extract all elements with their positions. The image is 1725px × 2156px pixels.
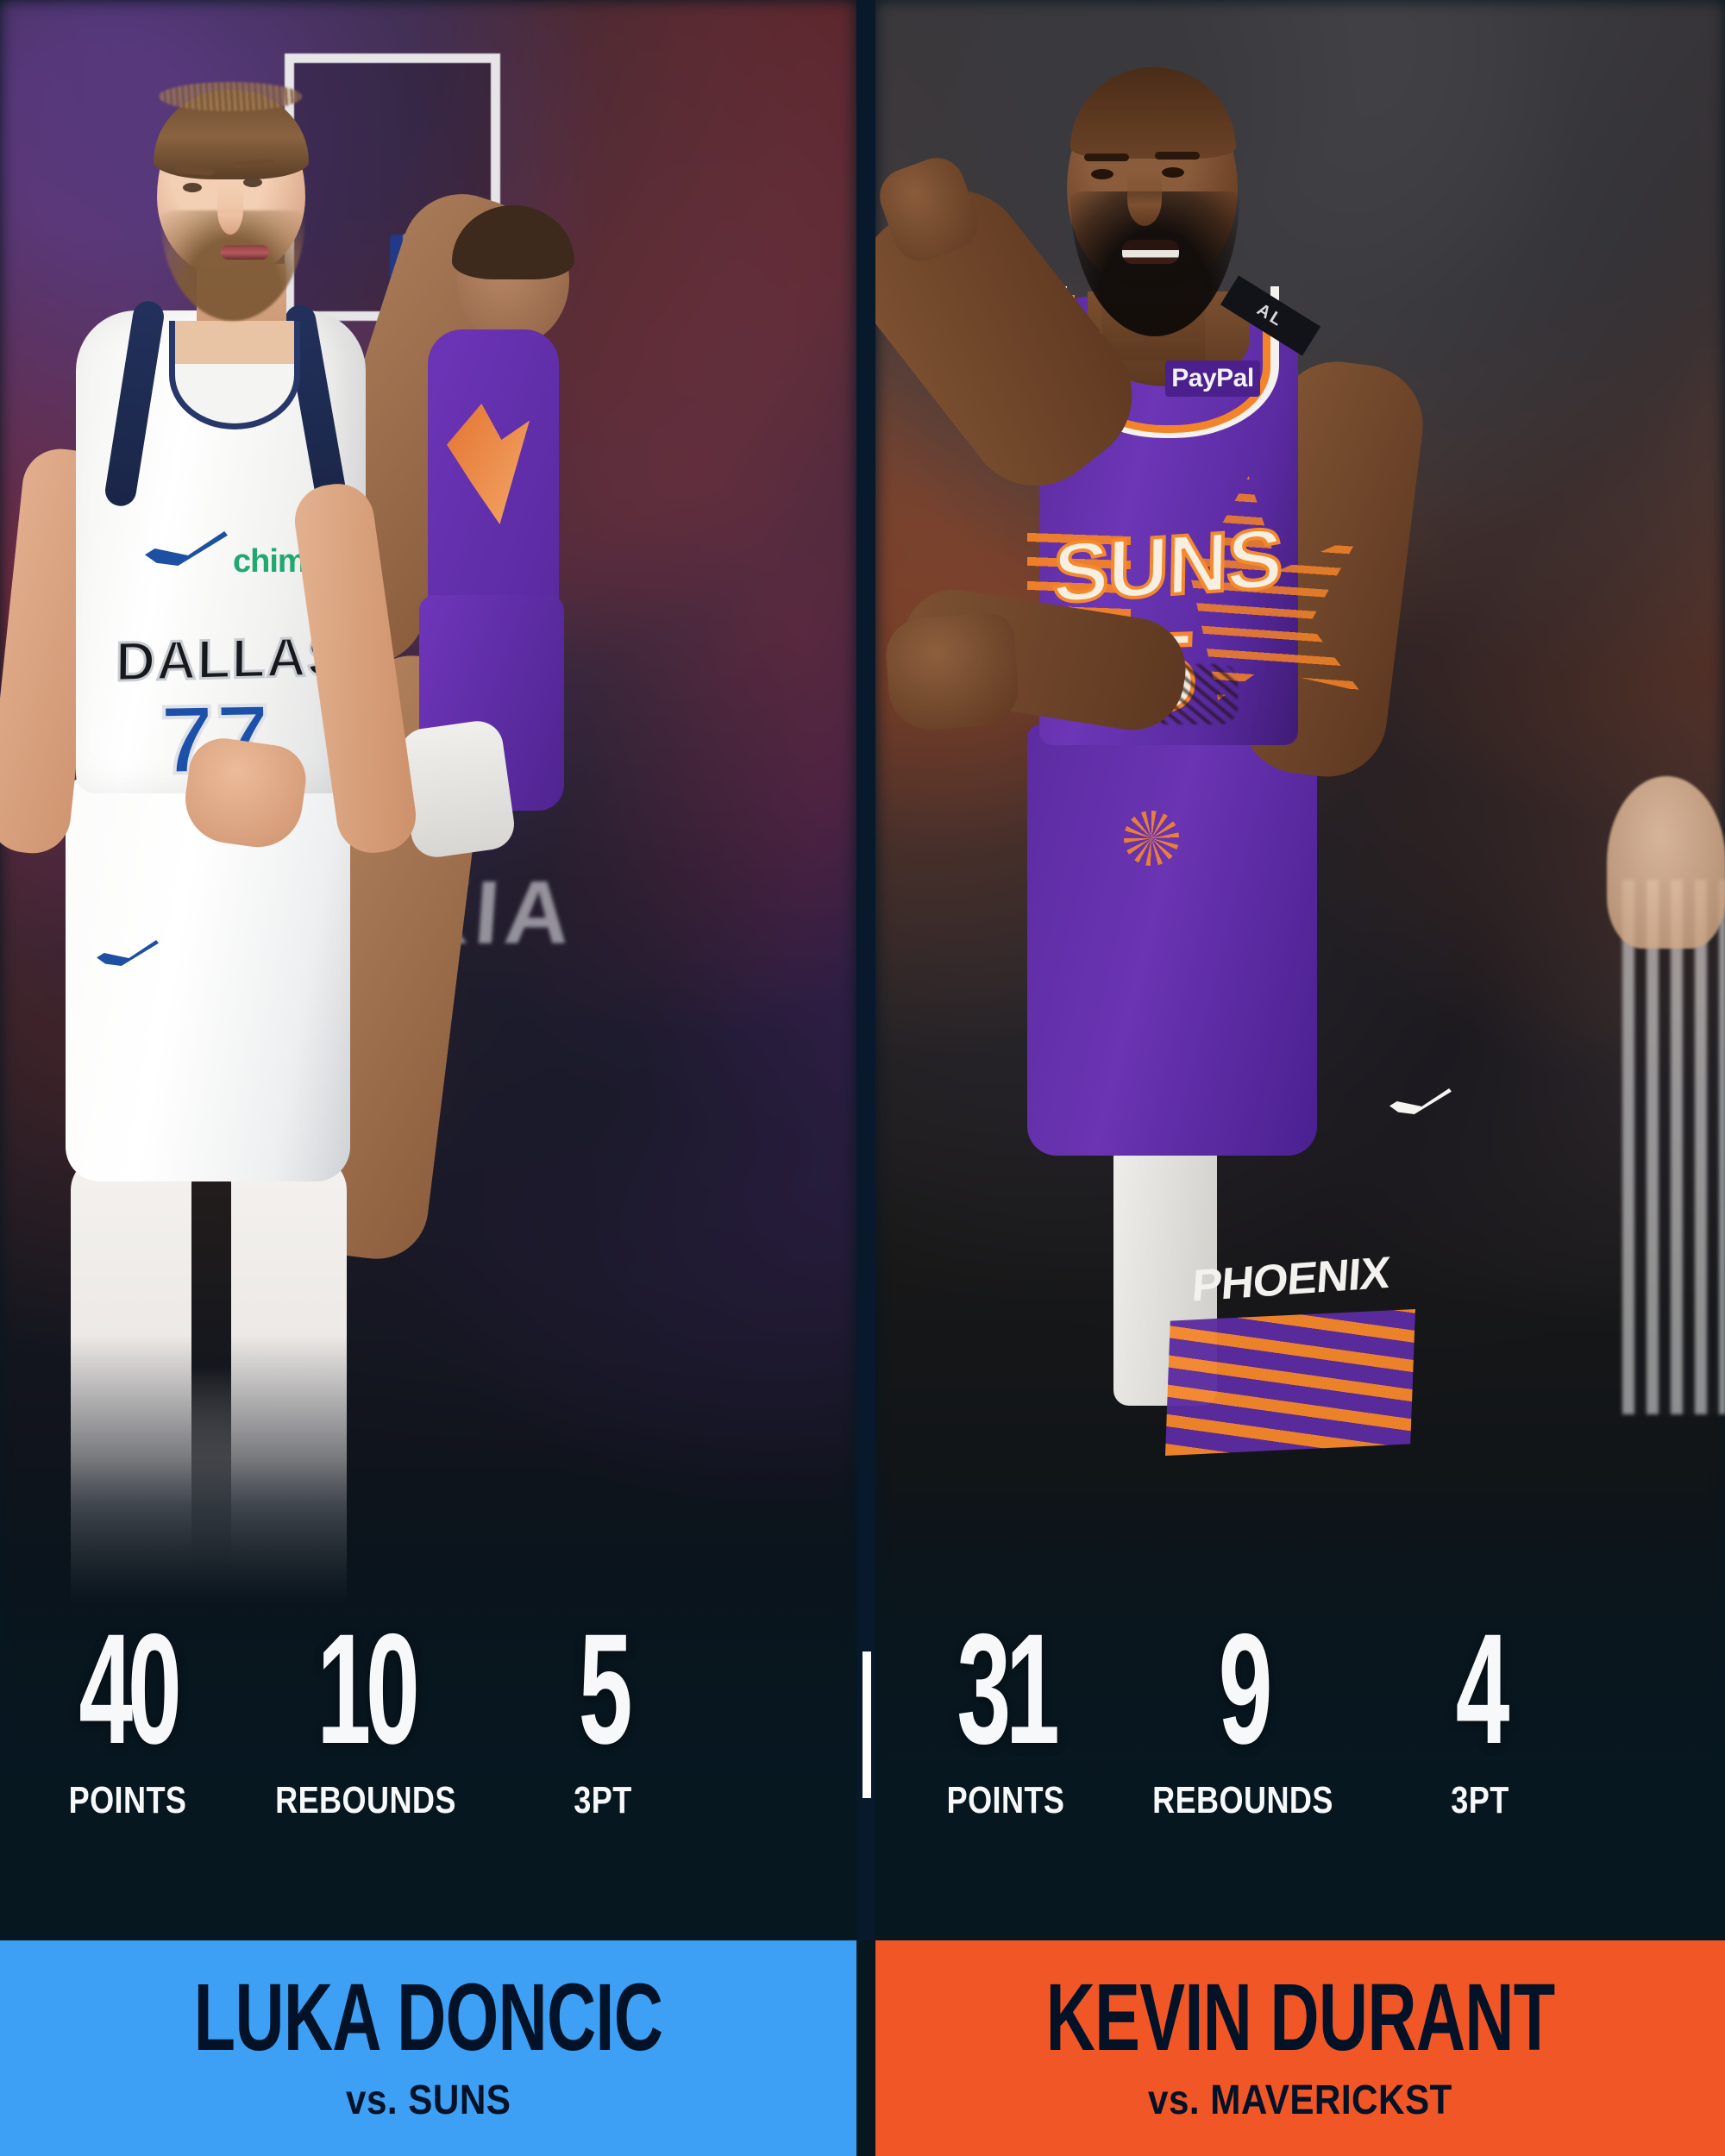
durant-shorts-stripes (1165, 1309, 1415, 1456)
stat-label: 3PT (574, 1779, 632, 1821)
shorts-team-name: PHOENIX (1190, 1247, 1391, 1312)
stat-value: 5 (578, 1601, 633, 1777)
stats-group-left: 40 POINTS 10 REBOUNDS 5 3PT (0, 1601, 856, 1940)
durant-nose (1127, 172, 1162, 226)
stat-label: POINTS (946, 1779, 1065, 1821)
stat-value: 9 (1218, 1601, 1273, 1777)
defender-jersey (428, 329, 559, 614)
banner-gap (856, 1940, 875, 2156)
nike-swoosh-icon (1389, 1088, 1452, 1114)
luka-nose (217, 185, 243, 235)
player-name: KEVIN DURANT (1045, 1965, 1555, 2071)
suns-sunburst-icon (1124, 811, 1179, 866)
name-banner-left: LUKA DONCIC vs. SUNS (0, 1940, 856, 2156)
durant-brow-right (1155, 152, 1200, 160)
name-banner-right: KEVIN DURANT vs. MAVERICKST (875, 1940, 1725, 2156)
stat-label: POINTS (68, 1779, 187, 1821)
jersey-team-name: SUNS (1051, 508, 1284, 622)
stat-value: 40 (78, 1601, 181, 1777)
luka-shorts (66, 776, 350, 1181)
durant-shorts (1027, 724, 1317, 1156)
stat-points-left: 40 POINTS (19, 1601, 236, 1821)
photo-row: KIA (0, 0, 1725, 1940)
luka-mouth (221, 245, 269, 260)
player-name: LUKA DONCIC (193, 1965, 663, 2071)
durant-hand-lower (883, 611, 1021, 733)
stats-group-right: 31 POINTS 9 REBOUNDS 4 3PT (856, 1601, 1725, 1940)
center-divider (856, 0, 875, 1940)
opponent-line: vs. MAVERICKST (1148, 2078, 1452, 2123)
stat-label: 3PT (1451, 1779, 1509, 1821)
stat-value: 31 (957, 1601, 1059, 1777)
luka-eye-right (243, 178, 262, 187)
luka-eye-left (183, 183, 202, 192)
stat-rebounds-right: 9 REBOUNDS (1113, 1601, 1372, 1821)
stat-points-right: 31 POINTS (898, 1601, 1113, 1821)
background-spectator (1607, 776, 1725, 949)
name-banner-row: LUKA DONCIC vs. SUNS KEVIN DURANT vs. MA… (0, 1940, 1725, 2156)
durant-figure: PHOENIX SUNS 35 PayPal AL (875, 0, 1725, 1940)
stat-value: 4 (1455, 1601, 1510, 1777)
jersey-team-name: DALLAS (114, 624, 346, 694)
durant-eye-right (1162, 167, 1184, 178)
luka-jersey-collar (169, 321, 300, 429)
stat-label: REBOUNDS (275, 1779, 456, 1821)
luka-hair (154, 90, 309, 179)
stat-label: REBOUNDS (1152, 1779, 1333, 1821)
referee-figure (1622, 880, 1725, 1414)
durant-brow-left (1084, 154, 1129, 161)
opponent-line: vs. SUNS (345, 2078, 511, 2123)
stats-center-rule (862, 1651, 871, 1798)
durant-scalp (1070, 67, 1236, 159)
stat-value: 10 (317, 1601, 419, 1777)
sponsor-patch-paypal: PayPal (1165, 360, 1260, 397)
stat-3pt-right: 4 3PT (1372, 1601, 1588, 1821)
stat-rebounds-left: 10 REBOUNDS (236, 1601, 495, 1821)
stat-3pt-left: 5 3PT (495, 1601, 711, 1821)
durant-mouth (1122, 240, 1179, 264)
luka-leg-gap (191, 1164, 231, 1570)
durant-eye-left (1091, 169, 1113, 179)
